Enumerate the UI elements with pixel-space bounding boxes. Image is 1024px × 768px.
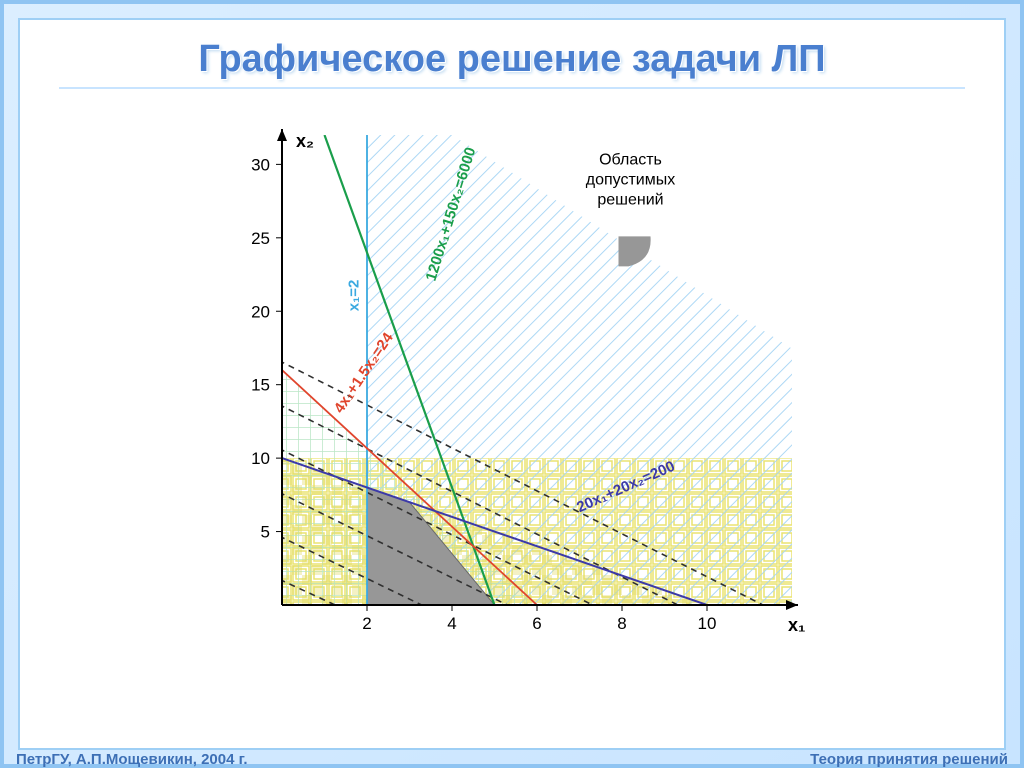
footer-left: ПетрГУ, А.П.Мощевикин, 2004 г.	[16, 751, 248, 768]
svg-text:10: 10	[698, 614, 717, 633]
svg-text:10: 10	[251, 449, 270, 468]
svg-text:5: 5	[261, 523, 270, 542]
svg-text:25: 25	[251, 229, 270, 248]
svg-text:решений: решений	[597, 191, 663, 208]
svg-text:допустимых: допустимых	[586, 171, 675, 188]
svg-text:30: 30	[251, 155, 270, 174]
lp-chart: x₁=21200x₁+150x₂=60004x₁+1.5x₂=2420x₁+20…	[202, 115, 822, 660]
svg-text:x₂: x₂	[296, 131, 314, 151]
svg-text:20: 20	[251, 302, 270, 321]
slide-title: Графическое решение задачи ЛП	[59, 38, 964, 89]
svg-text:x₁=2: x₁=2	[346, 280, 363, 312]
svg-text:6: 6	[532, 614, 541, 633]
footer-right: Теория принятия решений	[810, 751, 1008, 768]
svg-text:Область: Область	[599, 151, 662, 168]
svg-text:2: 2	[362, 614, 371, 633]
svg-text:x₁: x₁	[788, 615, 805, 635]
svg-text:15: 15	[251, 376, 270, 395]
svg-text:8: 8	[617, 614, 626, 633]
svg-text:4: 4	[447, 614, 456, 633]
